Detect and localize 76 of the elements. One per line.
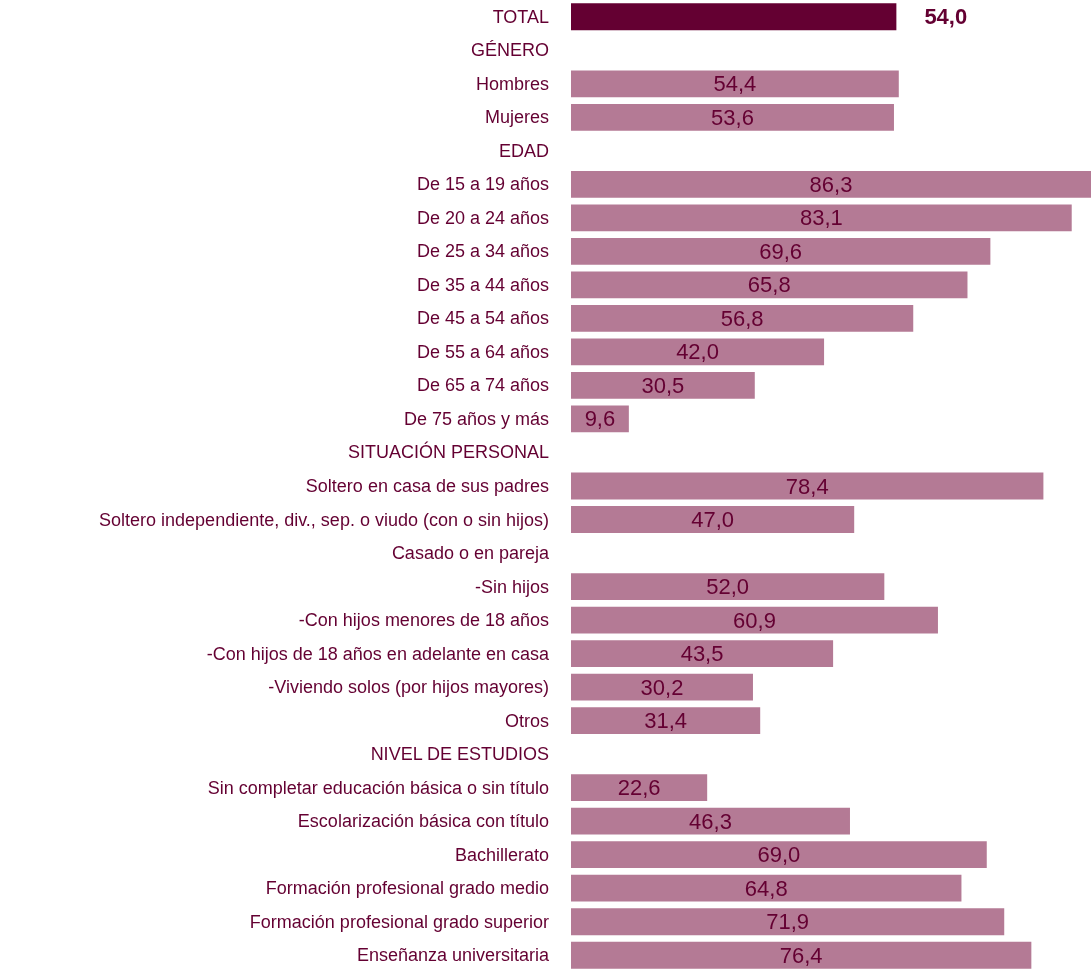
- y-tick-label: De 55 a 64 años: [416, 341, 549, 362]
- y-tick-label: De 25 a 34 años: [416, 241, 549, 262]
- y-tick-label: Soltero independiente, div., sep. o viudo (con o sin hijos): [99, 509, 549, 530]
- bar: [571, 606, 938, 634]
- bar: [571, 338, 825, 366]
- data-label: 71,9: [766, 909, 810, 935]
- bar: [571, 271, 968, 299]
- y-tick-label: SITUACIÓN PERSONAL: [347, 441, 549, 463]
- data-label: 83,1: [799, 205, 843, 231]
- bar: [571, 841, 987, 869]
- data-label: 65,8: [747, 272, 791, 298]
- bar: [571, 941, 1032, 969]
- y-tick-label: De 65 a 74 años: [416, 375, 549, 396]
- y-tick-label: Bachillerato: [454, 844, 549, 865]
- data-label: 52,0: [706, 574, 750, 600]
- y-tick-label: Otros: [504, 710, 549, 731]
- y-tick-label: De 45 a 54 años: [416, 308, 549, 329]
- y-tick-label: Soltero en casa de sus padres: [305, 476, 549, 496]
- y-tick-label: De 15 a 19 años: [416, 174, 549, 195]
- y-tick-label: De 75 años y más: [403, 408, 549, 429]
- data-label: 56,8: [720, 305, 764, 331]
- bar: [571, 170, 1091, 198]
- data-label: 54,4: [713, 71, 757, 97]
- data-label: 22,6: [617, 775, 661, 801]
- y-tick-label: Sin completar educación básica o sin título: [207, 777, 549, 798]
- bar: [571, 707, 761, 735]
- bar: [571, 673, 753, 701]
- data-label: 53,6: [711, 104, 754, 130]
- data-label: 9,6: [584, 406, 616, 432]
- bar: [571, 237, 991, 265]
- data-label: 42,0: [676, 339, 719, 365]
- data-label: 69,6: [759, 238, 803, 264]
- data-label: 31,4: [644, 708, 688, 734]
- y-tick-label: -Viviendo solos (por hijos mayores): [268, 677, 549, 698]
- bar: [571, 640, 834, 667]
- data-label: 78,4: [785, 473, 829, 499]
- bar: [571, 908, 1005, 936]
- y-tick-label: De 20 a 24 años: [416, 207, 549, 228]
- bar: [571, 472, 1044, 500]
- y-tick-label: Formación profesional grado medio: [265, 878, 549, 899]
- bar: [571, 204, 1072, 232]
- bar: [571, 807, 850, 835]
- y-tick-label: TOTAL: [492, 6, 549, 27]
- bar: [571, 305, 914, 332]
- y-tick-label: Formación profesional grado superior: [249, 911, 549, 932]
- data-label: 86,3: [809, 171, 853, 197]
- y-tick-label: -Con hijos menores de 18 años: [298, 610, 549, 631]
- y-tick-label: Escolarización básica con título: [297, 811, 549, 832]
- bar: [571, 3, 897, 31]
- data-label: 47,0: [691, 507, 735, 533]
- data-label: 64,8: [744, 875, 788, 901]
- data-label: 30,5: [641, 372, 685, 398]
- y-tick-label: -Sin hijos: [474, 576, 549, 597]
- y-tick-label: Enseñanza universitaria: [356, 945, 550, 966]
- y-tick-label: -Con hijos de 18 años en adelante en casa: [206, 643, 550, 664]
- data-label: 30,2: [640, 674, 684, 700]
- data-label: 60,9: [733, 607, 776, 633]
- y-tick-label: GÉNERO: [470, 40, 549, 61]
- bar: [571, 70, 899, 98]
- y-tick-label: Casado o en pareja: [391, 543, 550, 564]
- data-label: 46,3: [689, 808, 732, 834]
- bar: [571, 372, 755, 399]
- data-label: 76,4: [779, 942, 823, 968]
- bar: [571, 874, 962, 902]
- bar: [571, 573, 885, 600]
- y-tick-label: Mujeres: [484, 107, 549, 128]
- bar: [571, 103, 894, 131]
- data-label: 54,0: [924, 4, 968, 30]
- bar: [571, 506, 855, 533]
- data-label: 69,0: [757, 842, 801, 868]
- y-tick-label: EDAD: [498, 140, 549, 161]
- y-tick-label: Hombres: [475, 73, 549, 94]
- bar: [571, 774, 708, 802]
- y-tick-label: NIVEL DE ESTUDIOS: [370, 744, 549, 765]
- y-tick-label: De 35 a 44 años: [416, 274, 549, 295]
- data-label: 43,5: [680, 641, 724, 667]
